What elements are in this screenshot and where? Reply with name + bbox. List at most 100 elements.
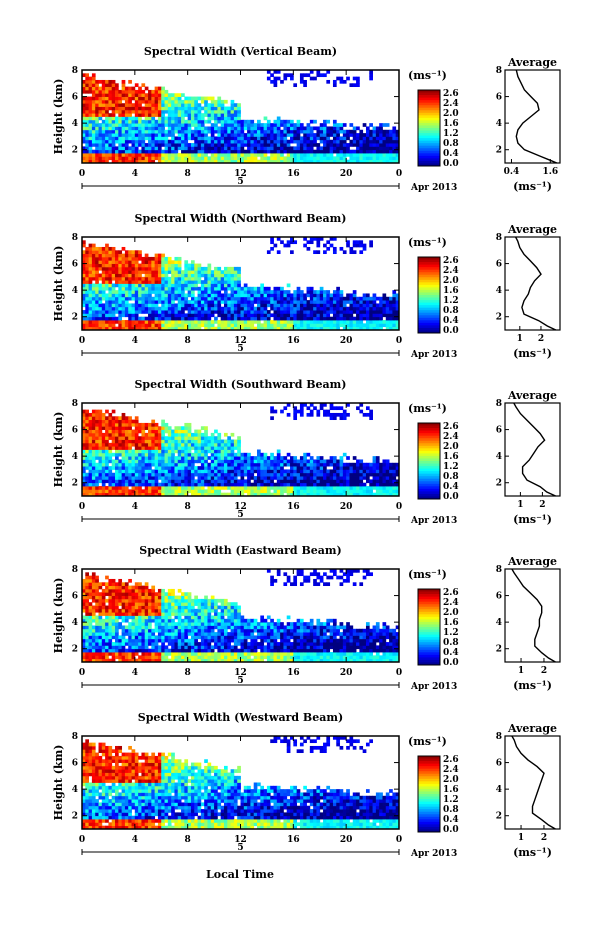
- heatmap-cell: [346, 136, 350, 141]
- heatmap-cell: [88, 99, 93, 104]
- heatmap-cell: [88, 283, 93, 288]
- heatmap-cell: [161, 286, 165, 291]
- heatmap-cell: [82, 106, 86, 111]
- heatmap-cell: [124, 452, 129, 457]
- heatmap-cell: [283, 159, 288, 164]
- heatmap-cell: [349, 149, 354, 154]
- heatmap-cell: [194, 459, 198, 464]
- heatmap-cell: [306, 486, 311, 490]
- heatmap-cell: [134, 482, 139, 487]
- heatmap-cell: [85, 436, 89, 440]
- heatmap-cell: [200, 459, 205, 464]
- heatmap-cell: [346, 412, 350, 417]
- heatmap-cell: [138, 276, 142, 281]
- average-y-tick-label: 4: [496, 286, 502, 296]
- heatmap-cell: [214, 293, 218, 298]
- heatmap-cell: [250, 323, 255, 328]
- heatmap-cell: [303, 313, 307, 318]
- heatmap-cell: [187, 489, 192, 494]
- heatmap-cell: [210, 439, 215, 444]
- heatmap-cell: [332, 469, 337, 474]
- heatmap-cell: [177, 462, 182, 467]
- heatmap-cell: [306, 133, 311, 137]
- heatmap-cell: [131, 286, 136, 291]
- heatmap-cell: [372, 129, 377, 134]
- heatmap-cell: [250, 143, 255, 147]
- heatmap-cell: [323, 412, 327, 417]
- heatmap-cell: [349, 139, 354, 144]
- heatmap-cell: [227, 316, 231, 321]
- heatmap-cell: [85, 79, 89, 84]
- heatmap-cell: [233, 489, 238, 494]
- heatmap-cell: [190, 96, 195, 101]
- heatmap-cell: [105, 156, 109, 161]
- heatmap-cell: [204, 143, 208, 147]
- heatmap-cell: [118, 482, 123, 487]
- heatmap-cell: [369, 143, 373, 147]
- heatmap-cell: [157, 429, 162, 434]
- colorbar-tick-label: 0.0: [443, 326, 459, 336]
- heatmap-cell: [167, 159, 172, 164]
- heatmap-cell: [164, 99, 169, 104]
- heatmap-cell: [220, 99, 225, 104]
- heatmap-cell: [108, 296, 113, 301]
- heatmap-cell: [141, 323, 146, 328]
- heatmap-cell: [260, 316, 265, 321]
- heatmap-cell: [263, 452, 268, 457]
- heatmap-cell: [313, 492, 317, 497]
- heatmap-cell: [131, 306, 136, 311]
- heatmap-cell: [200, 323, 205, 328]
- heatmap-cell: [187, 159, 192, 164]
- heatmap-cell: [356, 243, 360, 248]
- heatmap-cell: [290, 126, 294, 131]
- heatmap-cell: [131, 479, 136, 484]
- heatmap-cell: [356, 303, 360, 308]
- heatmap-cell: [144, 466, 149, 470]
- heatmap-cell: [144, 270, 149, 274]
- heatmap-cell: [306, 159, 311, 164]
- heatmap-cell: [260, 286, 265, 291]
- heatmap-cell: [200, 156, 205, 161]
- heatmap-cell: [369, 136, 373, 141]
- heatmap-cell: [85, 296, 89, 301]
- heatmap-cell: [293, 476, 298, 480]
- heatmap-cell: [227, 303, 231, 308]
- heatmap-cell: [247, 133, 251, 137]
- heatmap-cell: [270, 149, 274, 154]
- heatmap-cell: [184, 139, 189, 144]
- heatmap-cell: [243, 456, 248, 460]
- heatmap-cell: [286, 126, 291, 131]
- heatmap-cell: [237, 126, 241, 131]
- heatmap-cell: [280, 320, 284, 324]
- heatmap-cell: [250, 136, 255, 141]
- heatmap-cell: [286, 283, 291, 288]
- heatmap-cell: [131, 250, 136, 255]
- heatmap-cell: [128, 310, 132, 314]
- heatmap-cell: [204, 429, 208, 434]
- heatmap-cell: [352, 129, 357, 134]
- heatmap-cell: [217, 320, 222, 324]
- heatmap-cell: [332, 237, 337, 241]
- heatmap-cell: [167, 459, 172, 464]
- heatmap-cell: [171, 156, 175, 161]
- heatmap-cell: [385, 123, 390, 127]
- heatmap-cell: [250, 316, 255, 321]
- heatmap-cell: [223, 106, 228, 111]
- heatmap-cell: [263, 459, 268, 464]
- heatmap-cell: [91, 270, 96, 274]
- heatmap-cell: [220, 276, 225, 281]
- heatmap-cell: [210, 139, 215, 144]
- heatmap-cell: [131, 126, 136, 131]
- heatmap-cell: [250, 306, 255, 311]
- heatmap-cell: [167, 126, 172, 131]
- heatmap-cell: [257, 159, 261, 164]
- heatmap-cell: [91, 419, 96, 424]
- heatmap-cell: [286, 296, 291, 301]
- heatmap-cell: [204, 472, 208, 477]
- heatmap-cell: [316, 469, 321, 474]
- heatmap-cell: [187, 459, 192, 464]
- heatmap-cell: [352, 479, 357, 484]
- heatmap-cell: [313, 326, 317, 331]
- heatmap-cell: [356, 462, 360, 467]
- heatmap-cell: [111, 116, 116, 121]
